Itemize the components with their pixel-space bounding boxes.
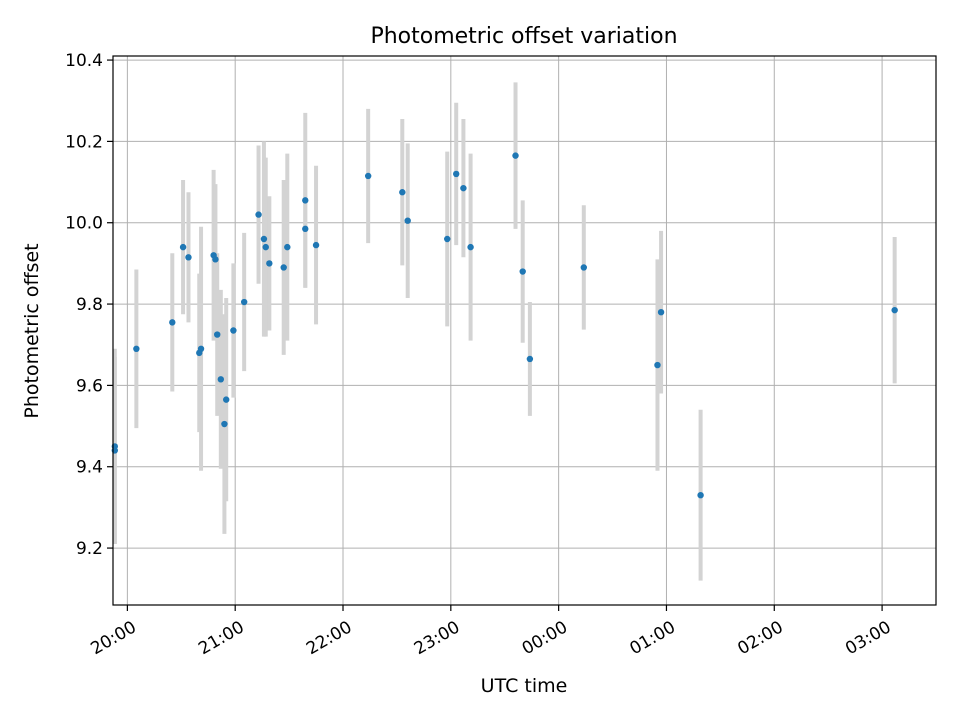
data-point	[657, 309, 665, 316]
data-point	[262, 243, 269, 251]
data-point	[260, 235, 268, 243]
data-point	[460, 184, 467, 192]
data-point	[185, 254, 192, 261]
data-point	[453, 170, 460, 178]
data-point	[284, 243, 291, 251]
data-point	[302, 197, 309, 204]
plot-frame	[112, 55, 937, 606]
data-point	[399, 189, 406, 196]
data-point	[169, 319, 176, 326]
data-point	[217, 376, 225, 383]
data-point	[444, 235, 451, 243]
data-point	[891, 306, 898, 314]
data-point	[312, 241, 320, 249]
chart-title: Photometric offset variation	[370, 24, 677, 49]
y-tick-label: 10.0	[65, 214, 103, 234]
data-point	[302, 225, 309, 233]
data-point	[697, 492, 704, 499]
data-point	[240, 298, 248, 306]
data-point	[197, 345, 205, 352]
data-point	[280, 264, 287, 271]
data-point	[519, 268, 526, 275]
y-tick-label: 10.2	[65, 132, 103, 152]
y-tick-label: 10.4	[65, 51, 103, 71]
data-point	[364, 172, 372, 180]
data-point	[266, 260, 273, 267]
data-point	[133, 345, 140, 352]
data-point	[467, 243, 474, 251]
data-point	[512, 152, 519, 159]
points-layer	[111, 152, 898, 499]
data-point	[654, 361, 661, 369]
data-point	[255, 211, 262, 218]
data-point	[526, 355, 534, 363]
data-point	[212, 256, 219, 263]
y-axis-label: Photometric offset	[21, 243, 43, 418]
y-tick-layer: 9.2 9.4 9.6 9.8 10.0 10.2 10.4	[65, 51, 113, 559]
y-tick-label: 9.8	[76, 295, 103, 315]
data-point	[214, 331, 221, 338]
data-point	[223, 396, 230, 403]
y-tick-label: 9.2	[76, 539, 103, 559]
x-axis-label: UTC time	[481, 675, 568, 697]
data-point	[230, 327, 237, 334]
data-point	[580, 264, 587, 271]
data-point	[221, 420, 228, 428]
y-tick-label: 9.6	[76, 376, 103, 396]
data-point	[179, 243, 187, 251]
data-point	[404, 217, 411, 224]
y-tick-label: 9.4	[76, 458, 103, 478]
